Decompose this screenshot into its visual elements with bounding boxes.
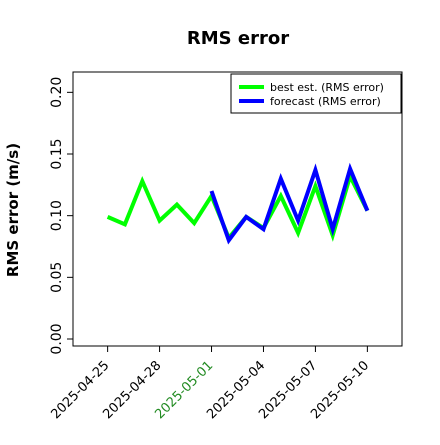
- y-axis-label: RMS error (m/s): [4, 143, 22, 277]
- x-axis: 2025-04-252025-04-282025-05-012025-05-04…: [48, 346, 372, 422]
- legend-label-best-est: best est. (RMS error): [270, 81, 384, 94]
- series-line-forecast: [209, 162, 370, 245]
- y-axis: 0.00 0.05 0.10 0.15 0.20: [49, 77, 73, 355]
- y-tick-label: 0.00: [49, 323, 65, 354]
- chart-title: RMS error: [187, 28, 289, 49]
- legend: best est. (RMS error) forecast (RMS erro…: [230, 73, 402, 114]
- legend-box: [230, 73, 402, 114]
- y-tick-label: 0.20: [49, 77, 65, 108]
- plot-frame: [72, 71, 403, 347]
- series-layer: [106, 162, 370, 245]
- y-tick-label: 0.15: [49, 138, 65, 169]
- y-tick-label: 0.10: [49, 200, 65, 231]
- y-tick-label: 0.05: [49, 262, 65, 293]
- legend-label-forecast: forecast (RMS error): [270, 95, 381, 108]
